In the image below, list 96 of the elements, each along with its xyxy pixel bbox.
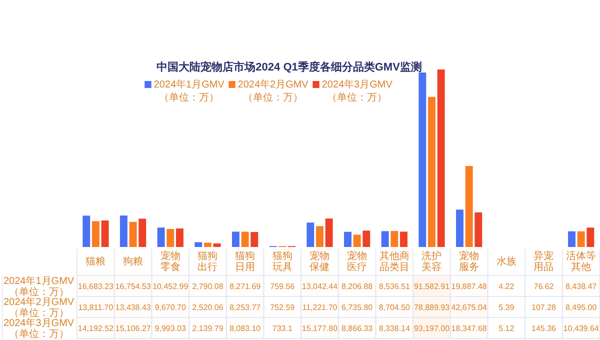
x-tick-label: 异宠用品 [534,250,554,273]
bar [138,218,146,247]
x-tick-label: 宠物医疗 [347,250,368,273]
data-label: 93,197.00 [414,324,450,333]
bar [344,232,352,247]
bar [316,226,324,247]
bar [232,232,240,247]
bar [428,96,436,247]
data-label: 19,887.48 [451,282,488,291]
x-tick-label: 猫狗玩具 [272,250,292,273]
data-label: 8,271.69 [229,282,262,291]
data-label: 8,536.51 [378,282,411,291]
bar [92,221,100,247]
data-label: 8,206.88 [341,282,374,291]
data-label: 5.12 [498,324,515,333]
data-label: 13,811.70 [78,303,114,312]
bar [120,215,128,247]
bar [390,230,398,247]
bar [456,210,464,247]
bar [306,222,314,247]
data-label: 752.59 [270,303,296,312]
x-tick-label: 水族 [496,256,516,268]
bar [568,231,576,247]
y-tick-label: 2024年1月GMV （单位：万） [3,275,74,298]
data-label: 8,495.00 [566,303,598,312]
bar [82,216,90,247]
bar [101,220,109,247]
bar [353,234,361,247]
bar [241,232,249,247]
data-label: 8,866.33 [341,324,374,333]
data-label: 10,439.64 [563,324,600,333]
data-label: 2,139.79 [192,324,224,333]
data-label: 76.62 [534,282,554,291]
data-label: 13,042.44 [302,282,338,291]
data-label: 4.22 [498,282,515,291]
data-label: 15,177.80 [302,324,338,333]
data-label: 6,735.80 [341,303,374,312]
bar [325,218,333,247]
bar [194,242,202,247]
bar [577,231,585,247]
data-label: 733.1 [272,324,293,333]
data-label: 5.39 [498,303,515,312]
bar [213,243,221,247]
data-label: 15,106.27 [115,324,152,333]
data-label: 91,582.91 [414,282,450,291]
bar [465,166,473,247]
data-label: 11,221.70 [302,303,338,312]
data-label: 13,438.43 [115,303,152,312]
data-label: 14,192.52 [78,324,114,333]
data-label: 42,675.04 [451,303,488,312]
data-label: 8,438.47 [566,282,598,291]
legend-label: 2024年3月GMV （单位：万） [322,78,393,104]
data-label: 8,083.10 [229,324,262,333]
data-label: 2,790.08 [192,282,224,291]
x-tick-label: 狗粮 [123,256,144,268]
bar [250,232,258,247]
data-label: 9,670.70 [154,303,187,312]
data-label: 18,347.68 [451,324,488,333]
legend-label: 2024年1月GMV （单位：万） [154,78,225,104]
data-label: 8,704.50 [378,303,411,312]
bar [437,70,445,247]
x-tick-label: 猫粮 [86,256,106,268]
x-tick-label: 其他商品类目 [379,250,410,273]
x-tick-label: 活体等其他 [566,250,596,273]
y-tick-label: 2024年3月GMV （单位：万） [3,317,74,340]
bar [157,228,165,247]
data-label: 107.28 [532,303,557,312]
bar [418,72,426,247]
bar [586,228,594,247]
data-label: 8,253.77 [229,303,262,312]
data-label: 16,754.53 [115,282,152,291]
data-label: 2,520.06 [192,303,224,312]
data-label: 8,338.14 [378,324,411,333]
bar [129,222,137,247]
y-tick-label: 2024年2月GMV （单位：万） [3,296,74,319]
x-tick-label: 猫狗出行 [198,250,218,273]
bar [176,228,184,247]
bar [362,230,370,247]
data-label: 78,889.93 [414,303,450,312]
data-label: 759.56 [270,282,296,291]
bar [400,232,408,247]
data-label: 145.36 [532,324,557,333]
legend-label: 2024年2月GMV （单位：万） [238,78,309,104]
data-label: 16,683.23 [78,282,114,291]
x-tick-label: 宠物零食 [160,250,180,273]
x-tick-label: 猫狗日用 [235,250,256,273]
x-tick-label: 宠物保健 [310,250,330,273]
bar [474,212,482,247]
data-label: 9,993.03 [154,324,187,333]
data-label: 10,452.99 [152,282,189,291]
bar [381,231,389,247]
x-tick-label: 宠物服务 [459,250,480,273]
bar [166,228,174,247]
x-tick-label: 洗护美容 [422,250,442,273]
bar [204,242,212,247]
chart-title: 中国大陆宠物店市场2024 Q1季度各细分品类GMV监测 [156,60,422,74]
